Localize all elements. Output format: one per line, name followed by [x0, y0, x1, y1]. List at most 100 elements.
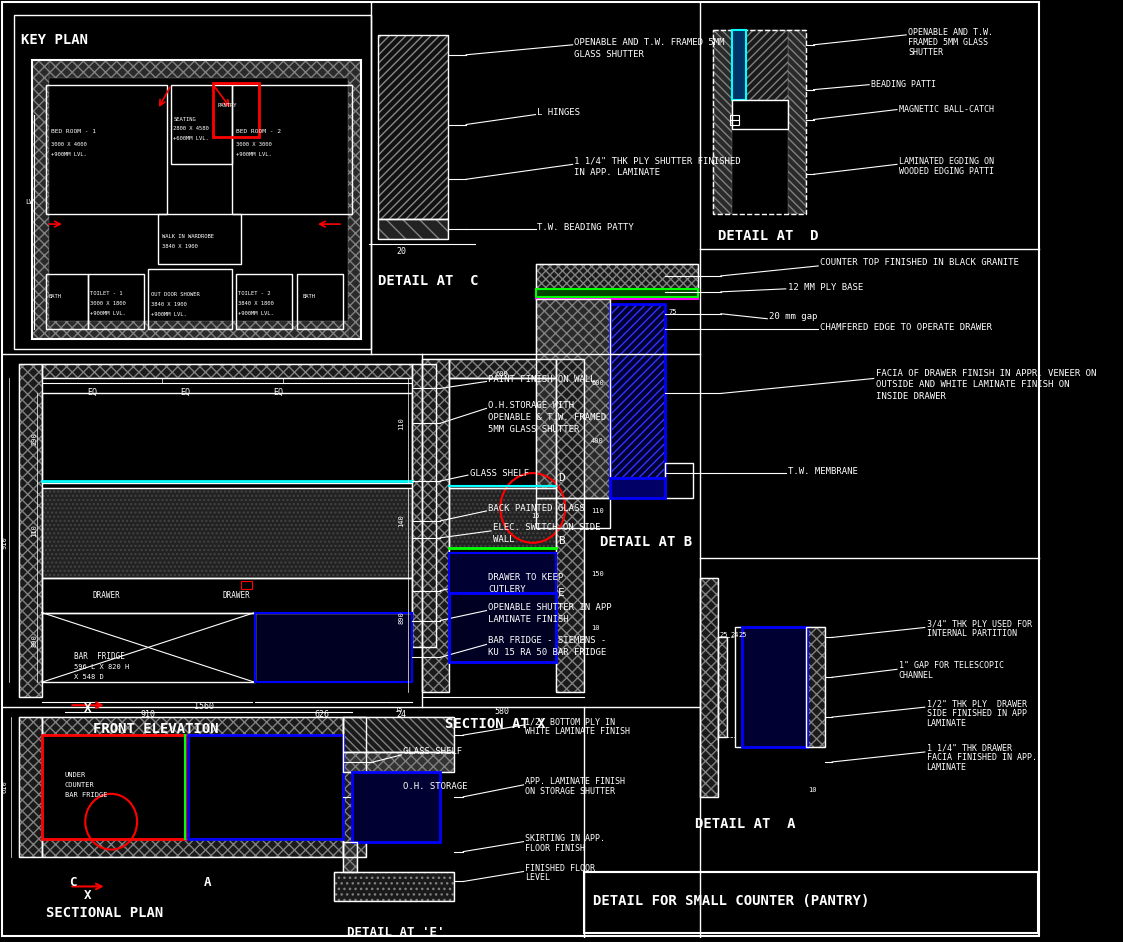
- Text: OPENABLE AND T.W.: OPENABLE AND T.W.: [909, 28, 993, 37]
- Bar: [378, 219, 448, 239]
- Bar: [46, 274, 88, 329]
- Bar: [231, 85, 353, 214]
- Bar: [13, 15, 371, 349]
- Text: 20 mm gap: 20 mm gap: [769, 312, 818, 320]
- Text: 910: 910: [140, 710, 156, 719]
- Text: LAMINATE: LAMINATE: [926, 719, 967, 728]
- Bar: [449, 379, 556, 488]
- Text: 3840 X 1900: 3840 X 1900: [150, 301, 186, 307]
- Text: SECTION AT X: SECTION AT X: [445, 717, 546, 731]
- Text: PANTRY: PANTRY: [218, 103, 237, 107]
- Text: O.H. STORAGE: O.H. STORAGE: [403, 782, 467, 791]
- Text: INSIDE DRAWER: INSIDE DRAWER: [876, 393, 946, 401]
- Bar: [421, 359, 449, 692]
- Text: 1 1/4" THK PLY SHUTTER FINISHED: 1 1/4" THK PLY SHUTTER FINISHED: [575, 156, 741, 166]
- Bar: [19, 364, 42, 697]
- Text: 3000 X 1800: 3000 X 1800: [90, 300, 126, 306]
- Text: 110: 110: [31, 525, 37, 537]
- Bar: [610, 479, 665, 498]
- Bar: [353, 771, 440, 841]
- Text: WHITE LAMINATE FINISH: WHITE LAMINATE FINISH: [526, 727, 630, 736]
- Text: 3840 X 1800: 3840 X 1800: [238, 300, 274, 306]
- Text: COUNTER TOP FINISHED IN BLACK GRANITE: COUNTER TOP FINISHED IN BLACK GRANITE: [820, 258, 1019, 267]
- Bar: [343, 841, 357, 871]
- Text: 580: 580: [495, 707, 510, 716]
- Text: BAR  FRIDGE: BAR FRIDGE: [74, 653, 125, 661]
- Text: DETAIL AT  C: DETAIL AT C: [378, 274, 478, 288]
- Bar: [33, 59, 362, 77]
- Text: UNDER: UNDER: [65, 771, 86, 778]
- Text: 610: 610: [2, 781, 8, 793]
- Bar: [241, 580, 252, 589]
- Bar: [33, 59, 362, 338]
- Text: 600: 600: [591, 381, 604, 386]
- Bar: [421, 359, 449, 692]
- Text: D: D: [558, 473, 565, 483]
- Bar: [378, 35, 448, 219]
- Bar: [42, 838, 343, 856]
- Bar: [343, 752, 454, 771]
- Text: E: E: [558, 588, 565, 597]
- Text: WALK IN WARDROBE: WALK IN WARDROBE: [162, 234, 214, 239]
- Text: OPENABLE & T.W. FRAMED: OPENABLE & T.W. FRAMED: [489, 414, 606, 422]
- Text: ELEC. SWITCH ON SIDE: ELEC. SWITCH ON SIDE: [493, 523, 601, 532]
- Bar: [343, 717, 454, 752]
- Text: 600: 600: [496, 370, 509, 377]
- Bar: [42, 735, 185, 838]
- Bar: [42, 364, 412, 379]
- Bar: [343, 752, 454, 771]
- Text: 140: 140: [399, 514, 404, 528]
- Text: BED ROOM - 1: BED ROOM - 1: [51, 129, 95, 135]
- Text: +900MM LVL.: +900MM LVL.: [238, 311, 274, 316]
- Text: CHANNEL: CHANNEL: [898, 672, 934, 680]
- Text: 1" GAP FOR TELESCOPIC: 1" GAP FOR TELESCOPIC: [898, 661, 1004, 671]
- Text: BAR FRIDGE: BAR FRIDGE: [65, 792, 108, 798]
- Text: 150: 150: [591, 571, 604, 577]
- Text: 12 MM PLY BASE: 12 MM PLY BASE: [787, 283, 862, 292]
- Text: DRAWER: DRAWER: [222, 591, 250, 600]
- Bar: [188, 735, 343, 838]
- Text: 400: 400: [591, 438, 604, 445]
- Bar: [42, 394, 412, 483]
- Text: COUNTER: COUNTER: [65, 782, 94, 788]
- Text: DRAWER: DRAWER: [93, 591, 120, 600]
- Bar: [343, 841, 357, 871]
- Text: KU 15 RA 50 BAR FRIDGE: KU 15 RA 50 BAR FRIDGE: [489, 648, 606, 658]
- Bar: [718, 638, 728, 737]
- Bar: [536, 299, 610, 498]
- Bar: [19, 717, 42, 856]
- Bar: [348, 59, 362, 338]
- Bar: [42, 488, 412, 577]
- Bar: [734, 627, 742, 747]
- Text: DETAIL FOR SMALL COUNTER (PANTRY): DETAIL FOR SMALL COUNTER (PANTRY): [593, 894, 869, 908]
- Bar: [806, 627, 824, 747]
- Text: 24: 24: [730, 632, 739, 639]
- Text: +900MM LVL.: +900MM LVL.: [150, 312, 186, 317]
- Bar: [33, 59, 49, 338]
- Text: FACIA FINISHED IN APP.: FACIA FINISHED IN APP.: [926, 753, 1037, 762]
- Text: 110: 110: [591, 508, 604, 514]
- Bar: [157, 214, 241, 264]
- Text: GLASS SHELF: GLASS SHELF: [403, 747, 463, 756]
- Text: OPENABLE AND T.W. FRAMED 5MM: OPENABLE AND T.W. FRAMED 5MM: [575, 38, 725, 47]
- Bar: [236, 274, 292, 329]
- Text: TOILET - 2: TOILET - 2: [238, 291, 271, 296]
- Text: LAMINATE: LAMINATE: [926, 763, 967, 771]
- Text: +900MM LVL.: +900MM LVL.: [51, 153, 86, 157]
- Text: T.W. MEMBRANE: T.W. MEMBRANE: [787, 467, 858, 476]
- Bar: [343, 717, 366, 856]
- Text: +900MM LVL.: +900MM LVL.: [236, 153, 272, 157]
- Bar: [296, 274, 343, 329]
- Text: BATH: BATH: [303, 294, 316, 299]
- Text: 890: 890: [31, 634, 37, 647]
- Text: GLASS SHELF: GLASS SHELF: [469, 469, 529, 479]
- Text: L HINGES: L HINGES: [538, 107, 581, 117]
- Text: X: X: [83, 889, 91, 902]
- Text: EQ: EQ: [273, 388, 283, 398]
- Bar: [536, 264, 697, 289]
- Text: BACK PAINTED GLASS: BACK PAINTED GLASS: [489, 504, 585, 513]
- Text: 3000 X 4000: 3000 X 4000: [51, 142, 86, 148]
- Text: APP. LAMINATE FINISH: APP. LAMINATE FINISH: [526, 777, 626, 786]
- Text: FRAMED 5MM GLASS: FRAMED 5MM GLASS: [909, 38, 988, 47]
- Text: 5MM GLASS SHUTTER: 5MM GLASS SHUTTER: [489, 425, 579, 434]
